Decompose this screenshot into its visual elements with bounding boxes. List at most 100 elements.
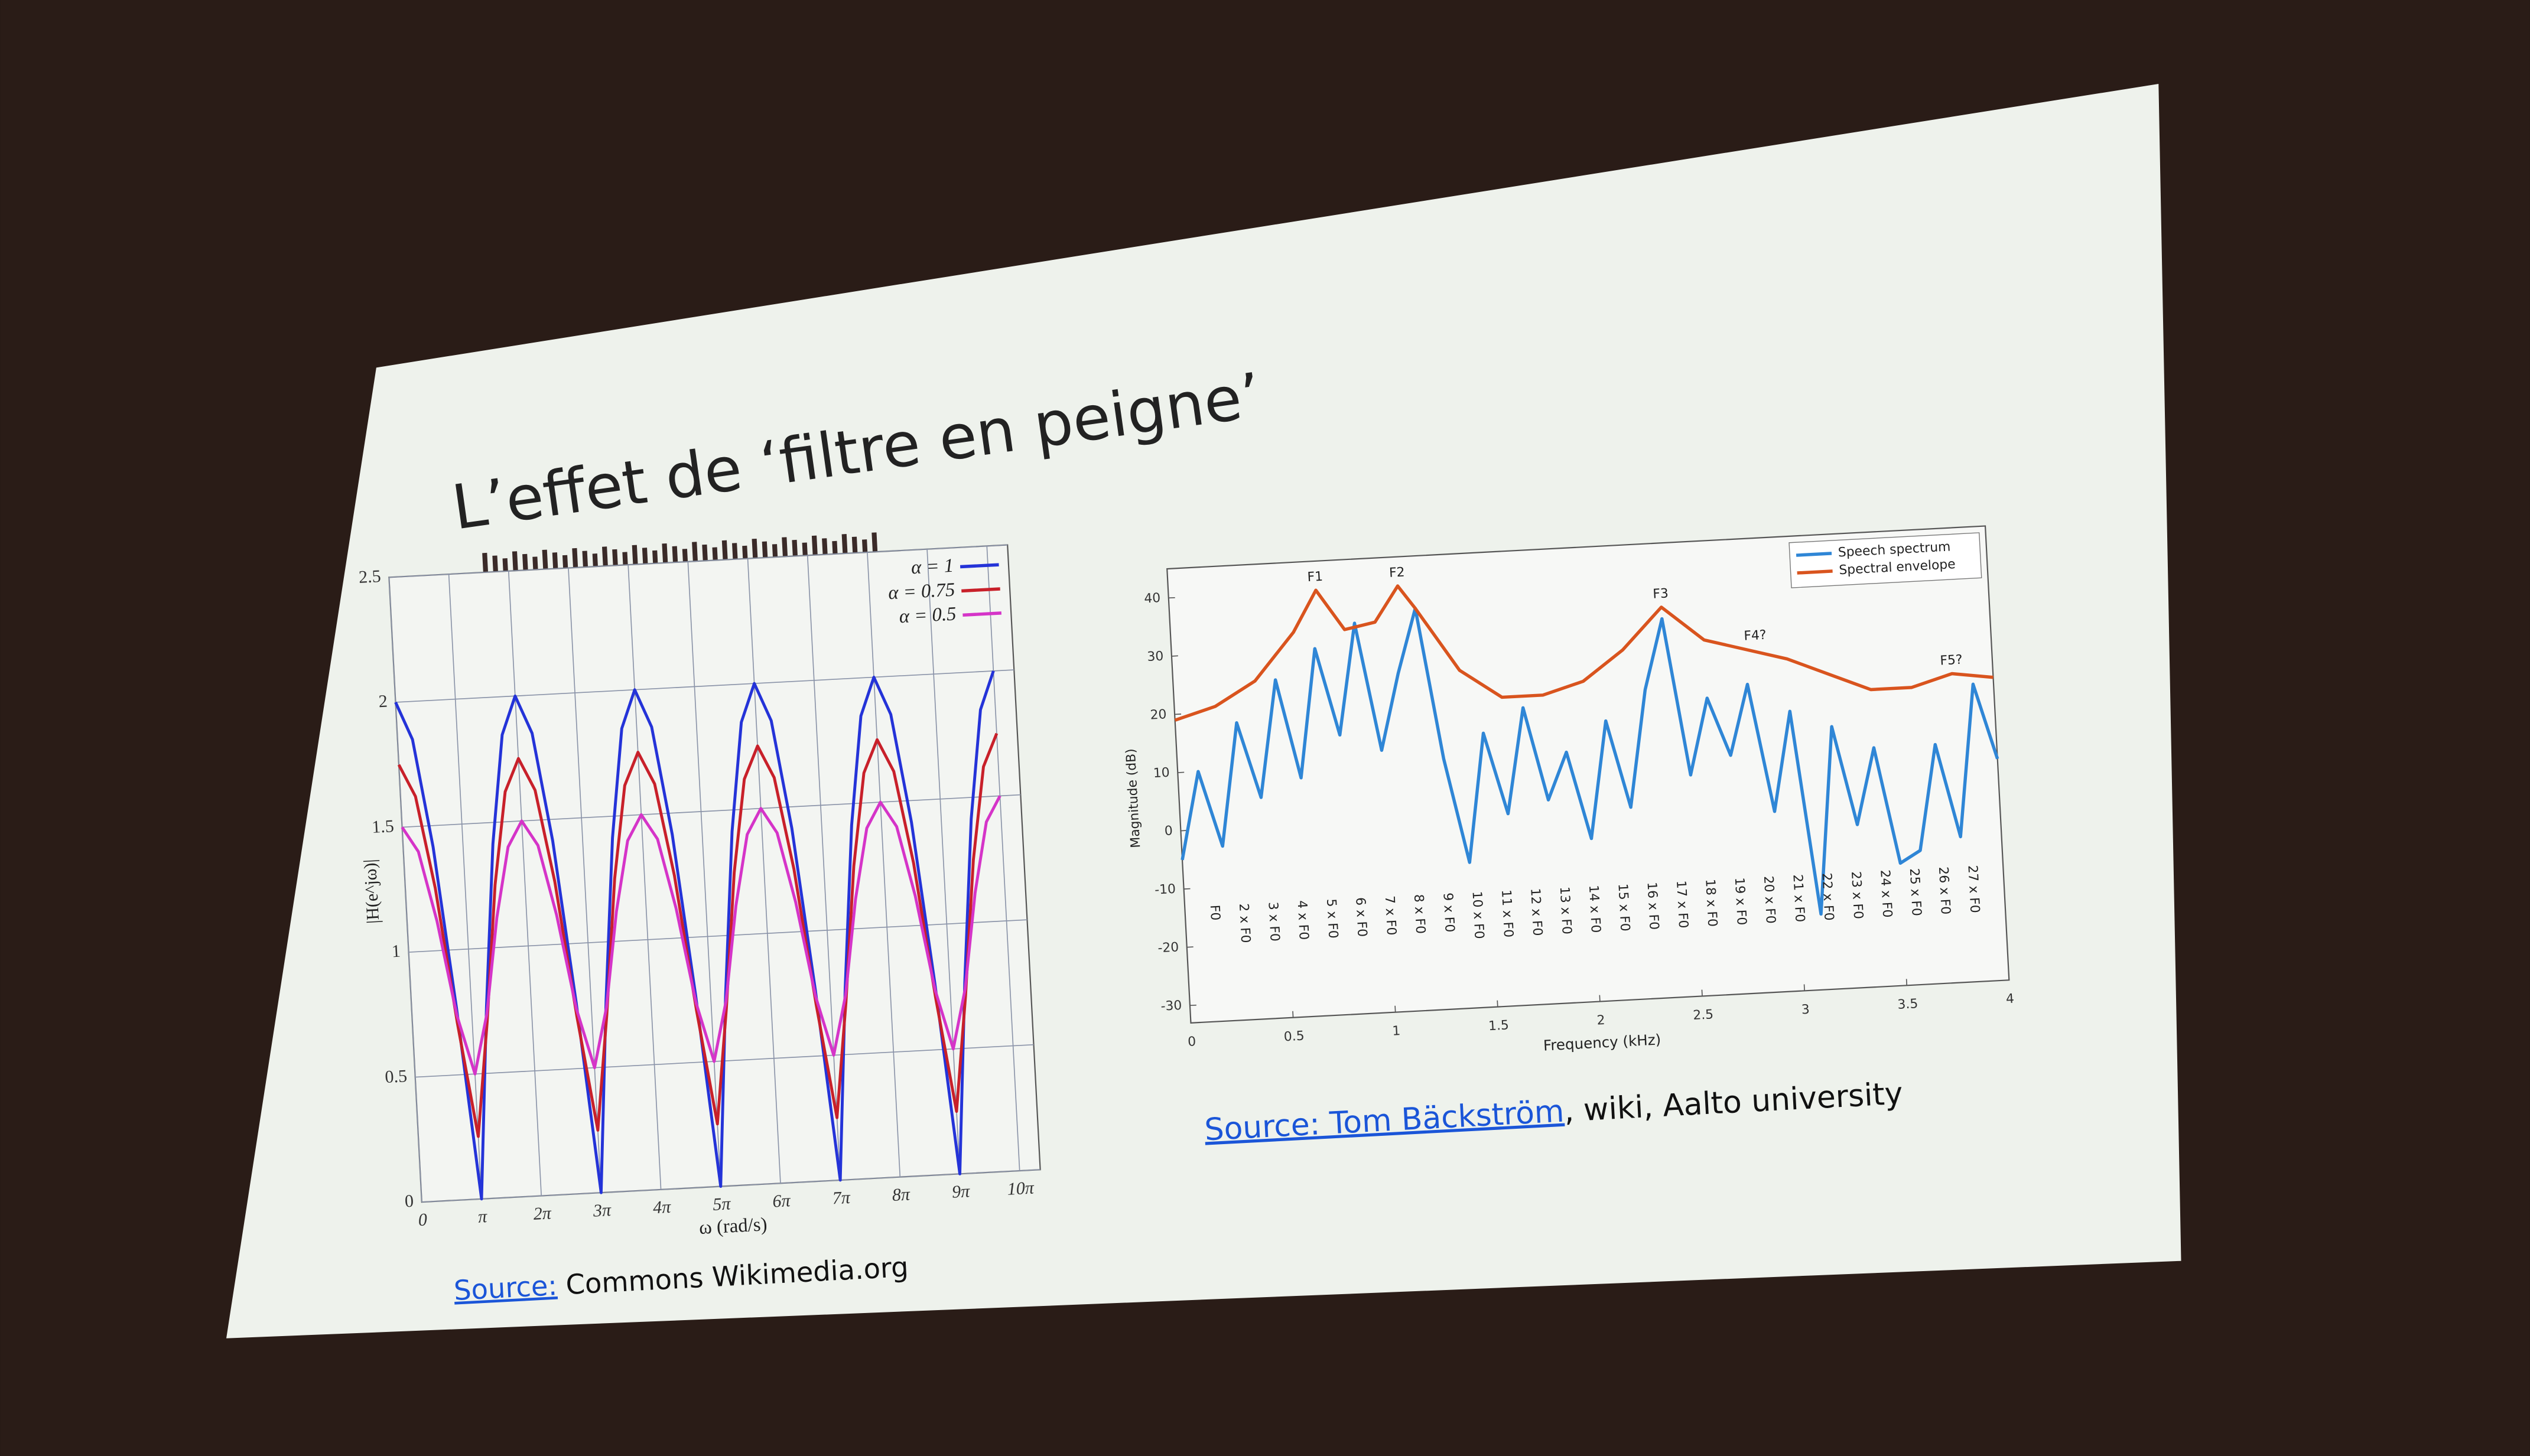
grid-line bbox=[421, 1169, 1040, 1203]
series-line bbox=[1174, 584, 1994, 722]
harmonic-label: 9 x F0 bbox=[1440, 893, 1456, 933]
tick-mark bbox=[1189, 1004, 1196, 1007]
harmonic-label: 7 x F0 bbox=[1382, 895, 1399, 936]
x-axis-label: ω (rad/s) bbox=[698, 1214, 768, 1239]
harmonic-label: 19 x F0 bbox=[1732, 877, 1749, 926]
tick-mark bbox=[1178, 771, 1185, 773]
harmonic-label: 5 x F0 bbox=[1323, 898, 1340, 939]
peak-label: F4? bbox=[1744, 628, 1767, 644]
y-tick-label: 0 bbox=[404, 1191, 414, 1211]
harmonic-label: F0 bbox=[1207, 904, 1222, 921]
x-tick-label: 10π bbox=[1007, 1178, 1035, 1198]
tick-mark bbox=[1599, 995, 1601, 1002]
source-link: Source: bbox=[453, 1269, 558, 1306]
harmonic-label: 4 x F0 bbox=[1295, 900, 1311, 940]
y-tick-label: 10 bbox=[1153, 766, 1170, 781]
peak-label: F3 bbox=[1653, 586, 1669, 601]
x-tick-label: π bbox=[477, 1207, 488, 1227]
peak-label: F2 bbox=[1389, 565, 1406, 581]
grid-line bbox=[747, 558, 781, 1184]
legend-swatch bbox=[961, 587, 1000, 593]
grid-line bbox=[388, 577, 422, 1203]
series-line bbox=[397, 732, 999, 1138]
y-tick-label: 1.5 bbox=[371, 816, 394, 837]
harmonic-label: 18 x F0 bbox=[1702, 878, 1719, 927]
harmonic-label: 13 x F0 bbox=[1557, 886, 1574, 934]
tick-mark bbox=[1394, 1005, 1396, 1012]
series-line bbox=[1181, 607, 1999, 916]
x-tick-label: 3 bbox=[1801, 1002, 1810, 1018]
tick-mark bbox=[1175, 714, 1182, 715]
harmonic-label: 16 x F0 bbox=[1644, 882, 1661, 930]
legend-label: α = 0.5 bbox=[899, 603, 957, 627]
x-tick-label: 6π bbox=[772, 1191, 792, 1211]
harmonic-label: 20 x F0 bbox=[1761, 875, 1778, 924]
grid-line bbox=[448, 574, 482, 1199]
harmonic-label: 17 x F0 bbox=[1673, 880, 1690, 929]
legend-swatch bbox=[962, 611, 1001, 617]
x-tick-label: 3π bbox=[592, 1200, 612, 1221]
y-tick-label: 40 bbox=[1144, 591, 1161, 606]
y-tick-label: 2 bbox=[378, 692, 388, 712]
y-tick-label: -30 bbox=[1160, 998, 1182, 1014]
y-tick-label: 0 bbox=[1164, 823, 1173, 839]
harmonic-label: 11 x F0 bbox=[1498, 890, 1516, 938]
grid-line bbox=[568, 568, 602, 1193]
tick-mark bbox=[1497, 1000, 1498, 1007]
x-tick-label: 4 bbox=[2005, 992, 2014, 1007]
x-tick-label: 2π bbox=[533, 1203, 552, 1224]
y-axis-label: |H(e^jω)| bbox=[360, 859, 383, 924]
harmonic-label: 23 x F0 bbox=[1848, 871, 1865, 920]
grid-line bbox=[926, 549, 961, 1174]
x-tick-label: 9π bbox=[951, 1181, 971, 1202]
harmonic-label: 26 x F0 bbox=[1936, 867, 1953, 915]
harmonic-label: 6 x F0 bbox=[1352, 897, 1369, 937]
grid-line bbox=[627, 565, 662, 1190]
grid-line bbox=[508, 571, 542, 1196]
series-line bbox=[394, 670, 995, 1201]
grid-line bbox=[402, 794, 1021, 828]
harmonic-label: 22 x F0 bbox=[1819, 872, 1836, 921]
harmonic-label: 3 x F0 bbox=[1265, 901, 1282, 942]
tick-mark bbox=[1183, 888, 1191, 890]
harmonic-label: 24 x F0 bbox=[1877, 869, 1894, 918]
legend-swatch bbox=[1797, 569, 1833, 575]
harmonic-label: 25 x F0 bbox=[1907, 868, 1924, 916]
legend-label: α = 1 bbox=[910, 555, 954, 579]
peak-label: F5? bbox=[1940, 653, 1963, 669]
x-tick-label: 3.5 bbox=[1897, 996, 1918, 1012]
x-tick-label: 2.5 bbox=[1693, 1007, 1714, 1023]
harmonic-label: 15 x F0 bbox=[1615, 883, 1632, 931]
grid-line bbox=[395, 669, 1014, 703]
grid-line bbox=[389, 544, 1008, 578]
legend: α = 1α = 0.75α = 0.5 bbox=[887, 555, 1001, 627]
harmonic-label: 27 x F0 bbox=[1965, 865, 1982, 913]
x-tick-label: 7π bbox=[832, 1188, 851, 1209]
grid-line bbox=[687, 561, 721, 1187]
x-tick-label: 2 bbox=[1596, 1013, 1605, 1028]
x-tick-label: 5π bbox=[712, 1194, 731, 1214]
x-tick-label: 4π bbox=[652, 1197, 672, 1218]
y-tick-label: 1 bbox=[391, 942, 401, 962]
harmonic-label: 12 x F0 bbox=[1527, 888, 1544, 936]
y-tick-label: 2.5 bbox=[358, 566, 381, 587]
legend-swatch bbox=[960, 563, 999, 569]
legend-box bbox=[1788, 532, 1982, 588]
x-tick-label: 8π bbox=[892, 1184, 911, 1205]
x-tick-label: 0 bbox=[418, 1210, 428, 1230]
x-tick-label: 1.5 bbox=[1488, 1018, 1510, 1034]
plot-area bbox=[1166, 525, 2010, 1024]
y-tick-label: 0.5 bbox=[385, 1066, 408, 1087]
y-tick-label: -20 bbox=[1157, 940, 1179, 956]
tick-mark bbox=[1803, 984, 1805, 991]
y-tick-label: 20 bbox=[1150, 707, 1167, 722]
harmonic-label: 2 x F0 bbox=[1236, 903, 1253, 943]
x-tick-label: 0.5 bbox=[1283, 1029, 1305, 1045]
x-tick-label: 1 bbox=[1392, 1024, 1401, 1039]
grid-line bbox=[867, 552, 901, 1177]
grid-line bbox=[807, 555, 841, 1181]
y-tick-label: 30 bbox=[1147, 649, 1164, 665]
